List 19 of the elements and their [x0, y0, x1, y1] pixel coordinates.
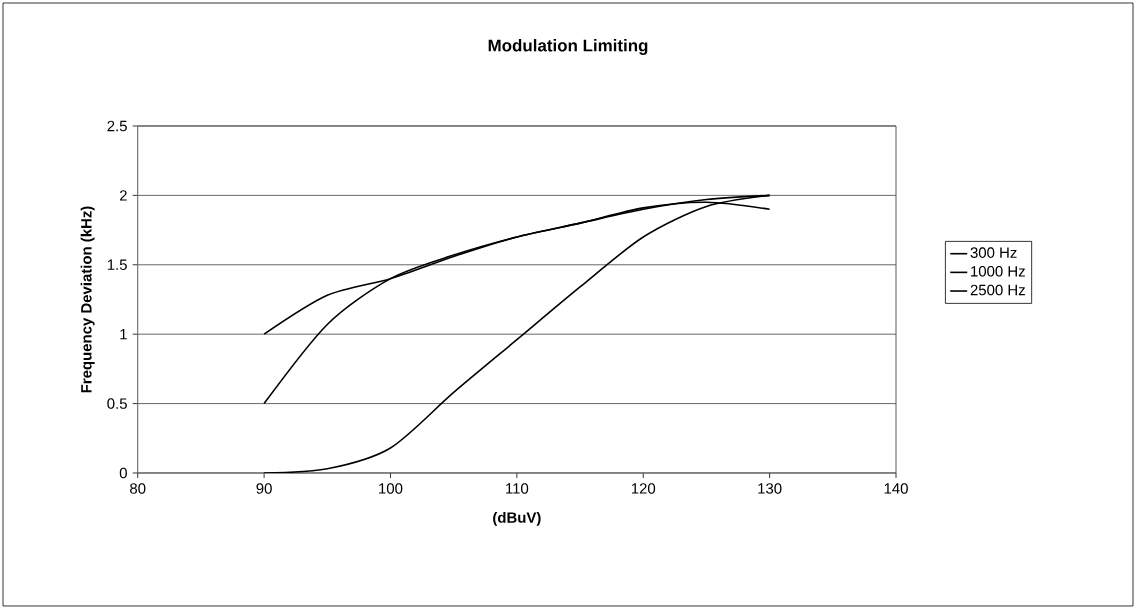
x-tick-label: 140: [884, 483, 908, 494]
y-tick-label: 0: [119, 467, 127, 479]
x-tick-label: 90: [256, 483, 272, 494]
x-tick-label: 100: [379, 483, 403, 494]
y-axis-title: Frequency Deviation (kHz): [80, 206, 95, 393]
legend-label: 1000 Hz: [971, 266, 1025, 277]
y-tick-label: 0.5: [107, 398, 127, 409]
y-tick-label: 2: [119, 190, 127, 201]
x-tick-label: 110: [506, 483, 529, 494]
x-tick-label: 130: [758, 483, 782, 494]
y-tick-label: 1: [120, 329, 127, 340]
legend-label: 2500 Hz: [970, 284, 1025, 296]
x-axis-title: (dBuV): [493, 511, 541, 526]
x-tick-label: 120: [631, 483, 656, 494]
y-tick-label: 1.5: [107, 259, 127, 270]
y-tick-label: 2.5: [107, 120, 127, 132]
x-tick-label: 80: [130, 483, 146, 494]
chart-title: Modulation Limiting: [488, 39, 648, 55]
legend-label: 300 Hz: [970, 247, 1017, 258]
